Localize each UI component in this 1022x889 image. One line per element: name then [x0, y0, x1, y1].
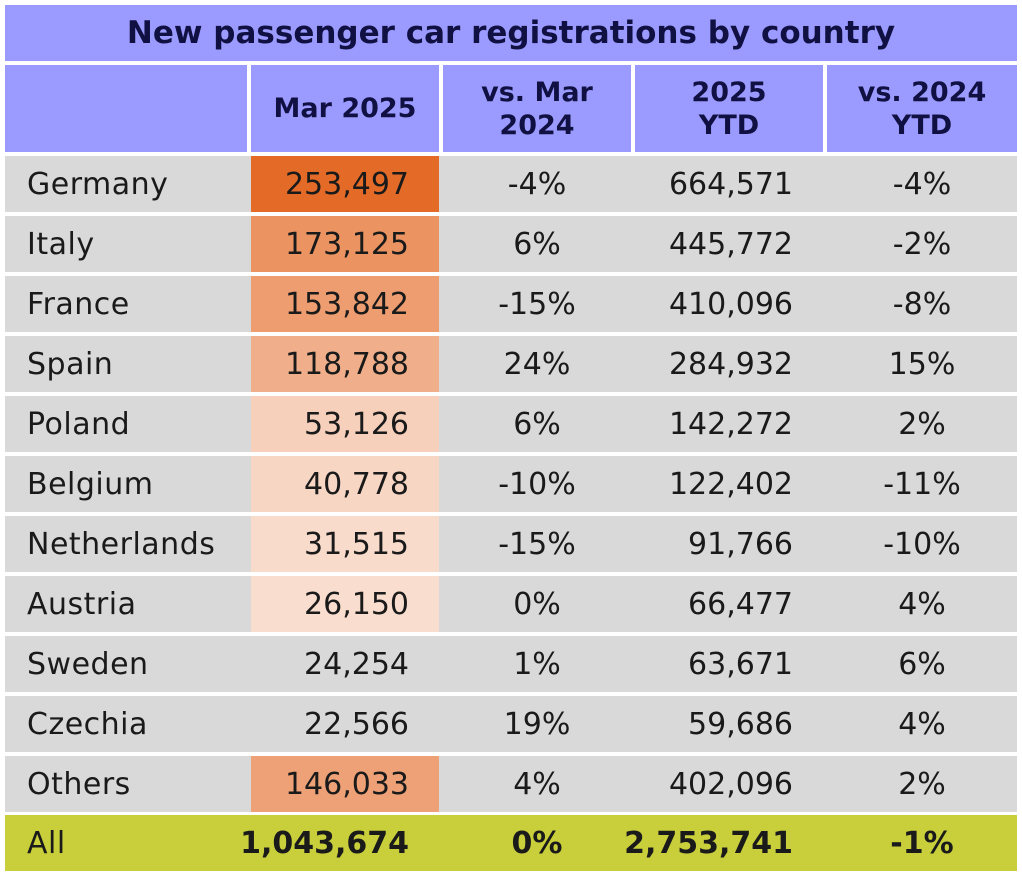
vs_mar2024-cell: -15% — [498, 286, 576, 322]
country-label: Netherlands — [27, 526, 216, 562]
country-label: Spain — [27, 346, 114, 382]
vs_mar2024-cell: 1% — [513, 646, 561, 682]
mar2025-cell: 53,126 — [251, 396, 439, 452]
ytd2025-cell: 445,772 — [668, 226, 793, 262]
vs_mar2024-cell: 0% — [513, 586, 561, 622]
ytd2025-cell: 66,477 — [688, 586, 793, 622]
vs_ytd2024-cell: -4% — [892, 166, 952, 202]
mar2025-cell: 40,778 — [251, 456, 439, 512]
ytd2025-cell: 63,671 — [688, 646, 793, 682]
ytd2025-cell: 122,402 — [668, 466, 793, 502]
mar2025-cell: 253,497 — [251, 156, 439, 212]
mar2025-cell: 31,515 — [251, 516, 439, 572]
table-row: Spain 118,788 24% 284,932 15% — [5, 336, 1017, 392]
mar2025-cell: 153,842 — [251, 276, 439, 332]
vs_mar2024-cell: 4% — [513, 766, 561, 802]
column-header: vs. Mar 2024 — [443, 65, 631, 152]
ytd2025-cell: 410,096 — [668, 286, 793, 322]
table-row: Sweden 24,254 1% 63,671 6% — [5, 636, 1017, 692]
table-row: Germany 253,497 -4% 664,571 -4% — [5, 156, 1017, 212]
country-label: France — [27, 286, 130, 322]
total-row: All 1,043,674 0% 2,753,741 -1% — [5, 815, 1017, 871]
table-row: Netherlands 31,515 -15% 91,766 -10% — [5, 516, 1017, 572]
country-label: Austria — [27, 586, 137, 622]
vs_mar2024-cell: -15% — [498, 526, 576, 562]
mar2025-cell: 26,150 — [251, 576, 439, 632]
vs_mar2024-cell: 6% — [513, 406, 561, 442]
table-row: Belgium 40,778 -10% 122,402 -11% — [5, 456, 1017, 512]
ytd2025-cell: 142,272 — [668, 406, 793, 442]
country-label: Italy — [27, 226, 95, 262]
column-header: vs. 2024 YTD — [827, 65, 1017, 152]
vs_ytd2024-cell: 6% — [898, 646, 946, 682]
vs_mar2024-cell: 0% — [511, 825, 563, 861]
table-row: Austria 26,150 0% 66,477 4% — [5, 576, 1017, 632]
vs_ytd2024-cell: -10% — [883, 526, 961, 562]
ytd2025-cell: 284,932 — [668, 346, 793, 382]
vs_ytd2024-cell: -2% — [892, 226, 952, 262]
table-row: France 153,842 -15% 410,096 -8% — [5, 276, 1017, 332]
vs_ytd2024-cell: 4% — [898, 706, 946, 742]
vs_ytd2024-cell: -8% — [892, 286, 952, 322]
country-label: Others — [27, 766, 131, 802]
vs_ytd2024-cell: -1% — [890, 825, 954, 861]
column-header: Mar 2025 — [251, 65, 439, 152]
vs_ytd2024-cell: 2% — [898, 766, 946, 802]
table-row: Others 146,033 4% 402,096 2% — [5, 756, 1017, 812]
ytd2025-cell: 664,571 — [668, 166, 793, 202]
table-title: New passenger car registrations by count… — [5, 5, 1017, 61]
ytd2025-cell: 2,753,741 — [624, 825, 793, 861]
vs_mar2024-cell: -10% — [498, 466, 576, 502]
header-row: Mar 2025 vs. Mar 2024 2025 YTD vs. 2024 YTD — [5, 65, 1017, 152]
vs_ytd2024-cell: -11% — [883, 466, 961, 502]
column-header: 2025 YTD — [635, 65, 823, 152]
country-label: Poland — [27, 406, 131, 442]
table-row: Czechia 22,566 19% 59,686 4% — [5, 696, 1017, 752]
vs_ytd2024-cell: 4% — [898, 586, 946, 622]
table-row: Italy 173,125 6% 445,772 -2% — [5, 216, 1017, 272]
vs_ytd2024-cell: 2% — [898, 406, 946, 442]
vs_mar2024-cell: 6% — [513, 226, 561, 262]
country-label: Sweden — [27, 646, 149, 682]
vs_mar2024-cell: 24% — [503, 346, 571, 382]
mar2025-cell: 118,788 — [251, 336, 439, 392]
vs_mar2024-cell: -4% — [507, 166, 567, 202]
ytd2025-cell: 91,766 — [688, 526, 793, 562]
table-row: Poland 53,126 6% 142,272 2% — [5, 396, 1017, 452]
country-label: Czechia — [27, 706, 148, 742]
ytd2025-cell: 402,096 — [668, 766, 793, 802]
mar2025-cell: 24,254 — [304, 646, 409, 682]
country-label: All — [27, 825, 66, 861]
mar2025-cell: 22,566 — [304, 706, 409, 742]
mar2025-cell: 146,033 — [251, 756, 439, 812]
vs_mar2024-cell: 19% — [503, 706, 571, 742]
country-label: Germany — [27, 166, 169, 202]
mar2025-cell: 173,125 — [251, 216, 439, 272]
mar2025-cell: 1,043,674 — [240, 825, 409, 861]
column-header — [5, 65, 247, 152]
vs_ytd2024-cell: 15% — [888, 346, 956, 382]
country-label: Belgium — [27, 466, 154, 502]
ytd2025-cell: 59,686 — [688, 706, 793, 742]
